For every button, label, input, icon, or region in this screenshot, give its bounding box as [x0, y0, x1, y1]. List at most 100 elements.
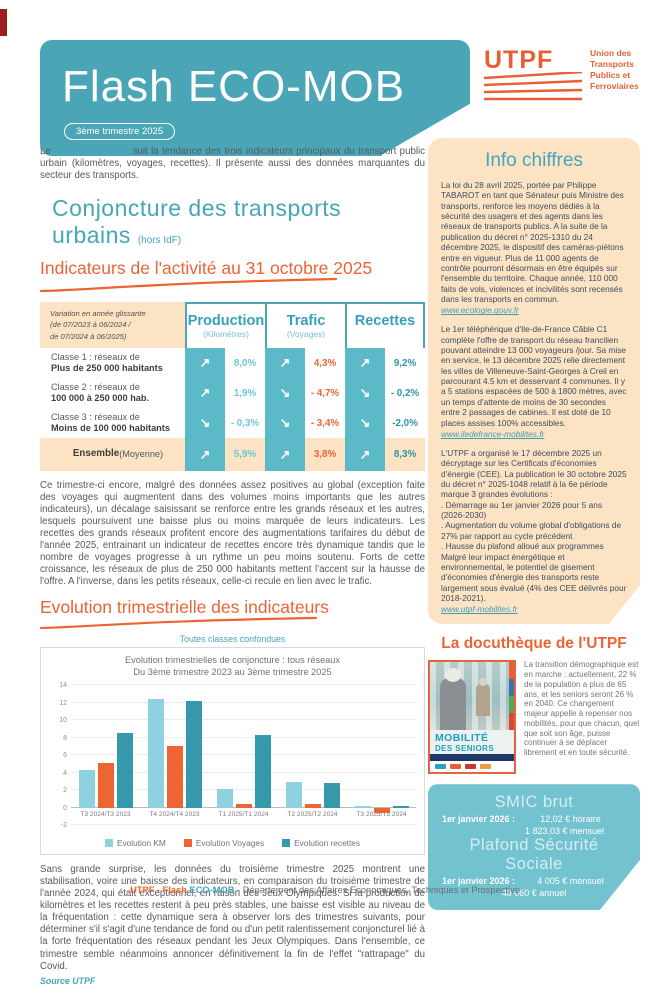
table-column-production: Production (Kilomètres): [185, 302, 265, 349]
table-value: - 0,2%: [385, 378, 425, 409]
page-title: Flash ECO-MOB: [62, 62, 406, 111]
trend-arrow-icon: ↗: [345, 348, 385, 379]
link-ecologie[interactable]: www.ecologie.gouv.fr: [441, 305, 519, 316]
section-title-suffix: (hors IdF): [137, 235, 182, 247]
table-value: - 3,4%: [305, 408, 345, 439]
chart-gridline: [71, 754, 416, 756]
chart-bar: [254, 735, 271, 808]
chart-ytick: -2: [60, 822, 67, 830]
footer-dept: Département des Affaires Economiques, Te…: [242, 885, 520, 895]
chart-legend: Evolution KM Evolution Voyages Evolution r…: [49, 838, 416, 848]
smic-monthly-row: 1 823,03 € mensuel: [442, 826, 626, 836]
pss-annual-value: 48 060 € annuel: [501, 888, 567, 899]
utpf-logo-name: Union des Transports Publics et Ferrovia…: [590, 48, 639, 92]
info-paragraph: La loi du 28 avril 2025, portée par Phil…: [441, 180, 624, 304]
pss-monthly-value: 4 005 € mensuel: [537, 876, 604, 887]
smic-hourly-row: 1er janvier 2026 : 12,02 € horaire: [442, 814, 626, 824]
table-value: - 0,3%: [225, 408, 265, 439]
row-label-line2: Moins de 100 000 habitants: [51, 423, 170, 434]
analysis-paragraph: Ce trimestre-ci encore, malgré des donné…: [40, 480, 425, 588]
trend-arrow-icon: ↘: [185, 408, 225, 439]
page-footer: UTPF - Flash ECO-MOB - Département des A…: [0, 885, 650, 895]
utpf-logo-lines-icon: [484, 72, 583, 101]
row-label-line1: Classe 1 : réseaux de: [51, 351, 140, 362]
chart-gridline: [71, 771, 416, 773]
trend-arrow-icon: ↘: [265, 408, 305, 439]
logo-name-line: Transports: [590, 59, 634, 70]
trend-arrow-icon: ↗: [345, 438, 385, 472]
intro-flash: Flash: [54, 146, 80, 157]
intro-ecomob: ECO-MOB: [79, 146, 130, 157]
chart-title: Evolution trimestrielles de conjoncture …: [125, 655, 340, 666]
legend-label: Evolution Voyages: [195, 838, 265, 849]
chart-area: -2 0 2 4 6 8 10 12 14 T3 2024/T3 2023 T4 2024/T4 …: [49, 682, 416, 829]
docutheque-row: MOBILITÉ DES SENIORS La transition démog…: [428, 660, 640, 775]
trend-arrow-icon: ↗: [185, 378, 225, 409]
link-iledefrance-mobilites[interactable]: www.iledefrance-mobilites.fr: [441, 428, 545, 439]
person-silhouette: [479, 678, 487, 687]
chart-bar: [116, 732, 133, 808]
table-value: 5,9%: [225, 438, 265, 472]
table-column-recettes: Recettes: [345, 302, 425, 349]
utpf-logo-acronym: UTPF: [484, 46, 554, 74]
heading-underline-swoosh: [40, 617, 318, 630]
chart-bar: [185, 701, 202, 808]
table-value: 9,2%: [385, 348, 425, 379]
footer-flash: Flash: [162, 885, 187, 895]
legend-swatch-icon: [282, 839, 291, 848]
chart-bar: [373, 807, 390, 814]
pss-date: 1er janvier 2026 :: [442, 876, 516, 887]
chart: Evolution trimestrielles de conjoncture …: [40, 647, 425, 856]
chart-xtick: T1 2025/T1 2024: [218, 810, 269, 818]
utpf-logo: UTPF Union des Transports Publics et Fer…: [484, 46, 644, 106]
print-registration-mark: [0, 9, 7, 36]
chart-xtick: T3 2025/T3 2024: [356, 810, 407, 818]
logo-name-line: Ferroviaires: [590, 81, 639, 92]
info-paragraph: L'UTPF a organisé le 17 décembre 2025 un…: [441, 447, 627, 603]
section-title-conjoncture: Conjoncture des transports urbains (hors…: [52, 195, 425, 249]
table-value: - 4,7%: [305, 378, 345, 409]
pss-annual-row: 48 060 € annuel: [442, 888, 626, 898]
chart-gridline: [71, 701, 416, 703]
table-row-label: Classe 2 : réseaux de 100 000 à 250 000 …: [40, 378, 185, 408]
source-note: Source UTPF: [40, 975, 96, 986]
conclusion-paragraph: Sans grande surprise, les données du tro…: [40, 864, 425, 972]
smic-monthly-value: 1 823,03 € mensuel: [524, 826, 604, 837]
chart-bar: [304, 803, 321, 808]
chart-subtitle: Du 3ème trimestre 2023 au 3ème trimestre…: [133, 667, 332, 678]
chart-ytick: 8: [63, 734, 67, 742]
trend-arrow-icon: ↗: [185, 438, 225, 472]
chart-ytick: 6: [63, 752, 67, 760]
column-label: Recettes: [354, 313, 416, 330]
trend-arrow-icon: ↗: [265, 438, 305, 472]
trend-arrow-icon: ↗: [185, 348, 225, 379]
chart-bar: [235, 804, 252, 808]
row-label-line2: Plus de 250 000 habitants: [51, 363, 163, 374]
person-silhouette: [476, 684, 490, 717]
legend-swatch-icon: [183, 839, 192, 848]
table-column-trafic: Trafic (Voyages): [265, 302, 345, 349]
pss-monthly-row: 1er janvier 2026 : 4 005 € mensuel: [442, 876, 626, 886]
chart-xtick: T2 2025/T2 2024: [287, 810, 338, 818]
info-chiffres-title: Info chiffres: [485, 150, 583, 171]
chart-ytick: 2: [63, 787, 67, 795]
table-value: 1,9%: [225, 378, 265, 409]
chart-gridline: [71, 719, 416, 721]
footer-sep: -: [234, 885, 243, 895]
total-label-normal: (Moyenne): [119, 448, 164, 459]
chart-ytick: 12: [59, 699, 67, 707]
sidebar: Info chiffres La loi du 28 avril 2025, p…: [428, 138, 640, 911]
chart-gridline: [71, 736, 416, 738]
docutheque-text: La transition démographique est en march…: [524, 660, 640, 758]
person-silhouette: [440, 678, 466, 731]
indicators-table: Variation en année glissante (de 07/2023…: [40, 302, 425, 472]
table-value: 8,3%: [385, 438, 425, 472]
chart-bar: [323, 783, 340, 808]
link-utpf-mobilites[interactable]: www.utpf-mobilites.fr: [441, 604, 518, 615]
docutheque-title: La docuthèque de l'UTPF: [441, 635, 627, 653]
docutheque-cover[interactable]: MOBILITÉ DES SENIORS: [428, 660, 516, 775]
trend-arrow-icon: ↘: [265, 378, 305, 409]
table-value: 4,3%: [305, 348, 345, 379]
info-paragraph: Le 1er téléphérique d'Ile-de-France Câbl…: [441, 324, 627, 428]
cover-titles: MOBILITÉ DES SENIORS: [430, 730, 514, 755]
